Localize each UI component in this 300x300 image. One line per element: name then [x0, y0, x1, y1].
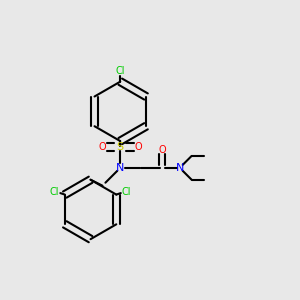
- Text: Cl: Cl: [50, 187, 59, 196]
- Text: O: O: [158, 145, 166, 155]
- Text: N: N: [176, 163, 184, 173]
- Text: O: O: [99, 142, 106, 152]
- Text: S: S: [117, 142, 124, 152]
- Text: N: N: [116, 163, 124, 173]
- Text: Cl: Cl: [116, 66, 125, 76]
- Text: O: O: [134, 142, 142, 152]
- Text: Cl: Cl: [122, 187, 131, 196]
